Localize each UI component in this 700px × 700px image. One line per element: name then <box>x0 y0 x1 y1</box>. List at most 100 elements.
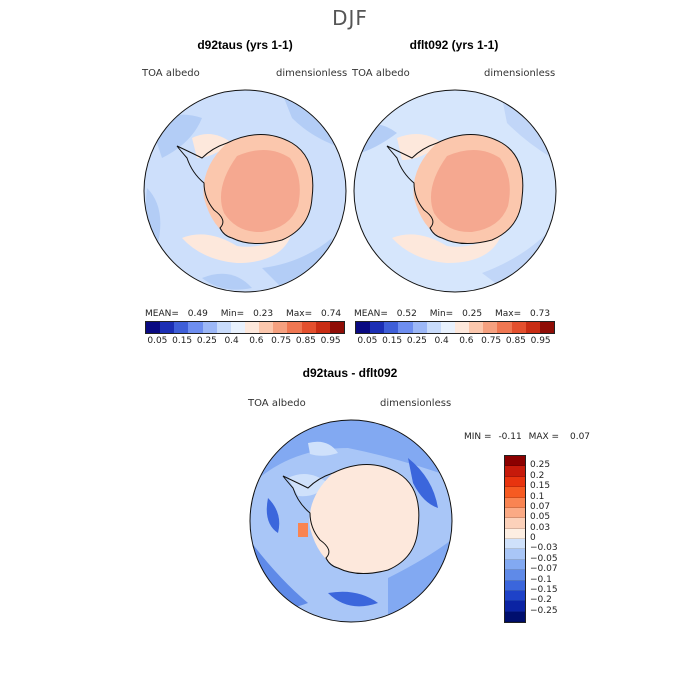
panel-right-units: dimensionless <box>484 68 556 79</box>
colorbar-tick-label: 0.05 <box>357 336 378 346</box>
colorbar-tick-label: 0.15 <box>530 481 551 492</box>
colorbar-right <box>355 321 555 334</box>
colorbar-tick-label: 0.6 <box>249 336 264 346</box>
colorbar-swatch <box>440 322 455 333</box>
colorbar-tick-label: 0.75 <box>481 336 502 346</box>
colorbar-swatch <box>370 322 385 333</box>
colorbar-diff-ticks: 0.25 0.2 0.15 0.1 0.07 0.05 0.03 0 −0.03 −0.05 −0.… <box>530 455 590 621</box>
colorbar-tick-label: 0.85 <box>295 336 316 346</box>
min-label: Min= <box>220 309 245 319</box>
colorbar-swatch <box>160 322 175 333</box>
max-label: MAX = <box>528 432 560 442</box>
colorbar-swatch <box>329 322 344 333</box>
colorbar-swatch <box>259 322 274 333</box>
colorbar-tick-label: −0.07 <box>530 564 558 575</box>
colorbar-tick-label: 0.75 <box>271 336 292 346</box>
colorbar-swatch <box>505 476 525 488</box>
colorbar-tick-label: 0.6 <box>459 336 474 346</box>
map-boundary <box>249 419 453 623</box>
colorbar-swatch <box>505 487 525 498</box>
mean-label: MEAN= <box>354 309 388 319</box>
colorbar-swatch <box>505 570 525 581</box>
colorbar-tick-label: 0.85 <box>505 336 526 346</box>
colorbar-swatch <box>505 466 525 477</box>
colorbar-swatch <box>505 590 525 602</box>
colorbar-tick-label: 0.4 <box>224 336 239 346</box>
colorbar-swatch <box>505 518 525 529</box>
colorbar-tick-label: 0.03 <box>530 522 551 533</box>
polar-map-right <box>353 89 557 293</box>
coastline <box>282 464 420 574</box>
colorbar-swatch <box>497 322 512 333</box>
colorbar-tick-label: 0.25 <box>530 460 551 471</box>
min-value: 0.25 <box>462 309 483 319</box>
colorbar-tick-label: 0.95 <box>320 336 341 346</box>
colorbar-swatch <box>426 322 441 333</box>
colorbar-swatch <box>469 322 484 333</box>
colorbar-swatch <box>412 322 427 333</box>
colorbar-swatch <box>356 322 371 333</box>
mean-value: 0.49 <box>187 309 208 319</box>
colorbar-swatch <box>539 322 554 333</box>
colorbar-tick-label: 0.2 <box>530 470 545 481</box>
colorbar-swatch <box>174 322 189 333</box>
sea-ice-zone <box>192 134 232 158</box>
colorbar-swatch <box>505 456 525 467</box>
diff-ocean-patch <box>408 458 438 508</box>
diff-panel-stats: MIN = -0.11 MAX = 0.07 <box>464 432 590 442</box>
figure-title: DJF <box>332 6 368 30</box>
map-boundary <box>353 89 557 293</box>
colorbar-left <box>145 321 345 334</box>
diff-ocean-patch <box>250 420 452 488</box>
colorbar-swatch <box>398 322 413 333</box>
panel-right-title: dflt092 (yrs 1-1) <box>409 38 499 52</box>
max-label: Max= <box>286 309 313 319</box>
max-value: 0.74 <box>321 309 342 319</box>
colorbar-swatch <box>244 322 260 333</box>
colorbar-swatch <box>505 497 525 508</box>
colorbar-tick-label: −0.2 <box>530 595 552 606</box>
colorbar-tick-label: 0.05 <box>147 336 168 346</box>
colorbar-tick-label: 0.15 <box>172 336 193 346</box>
panel-left-units: dimensionless <box>276 68 348 79</box>
colorbar-right-ticks: 0.05 0.15 0.25 0.4 0.6 0.75 0.85 0.95 <box>355 336 553 348</box>
ocean-patch <box>202 273 252 290</box>
polar-map-left <box>143 89 347 293</box>
colorbar-tick-label: 0.15 <box>382 336 403 346</box>
colorbar-diff <box>504 455 526 623</box>
max-label: Max= <box>495 309 522 319</box>
polar-map-diff <box>249 419 453 623</box>
colorbar-tick-label: −0.03 <box>530 543 558 554</box>
sea-ice-zone <box>397 134 442 160</box>
map-boundary <box>143 89 347 293</box>
colorbar-swatch <box>505 559 525 571</box>
diff-light-patch <box>308 441 338 456</box>
max-value: 0.07 <box>569 432 591 442</box>
colorbar-swatch <box>505 528 525 539</box>
diff-panel-units: dimensionless <box>380 398 452 409</box>
antarctica-inner <box>220 149 300 233</box>
colorbar-tick-label: 0.1 <box>530 491 545 502</box>
diff-positive-anomaly <box>298 523 308 537</box>
colorbar-swatch <box>188 322 203 333</box>
ocean-patch <box>262 238 332 288</box>
colorbar-swatch <box>483 322 498 333</box>
panel-left-title: d92taus (yrs 1-1) <box>197 38 293 52</box>
colorbar-swatch <box>273 322 288 333</box>
ocean-patch <box>282 93 342 148</box>
colorbar-tick-label: −0.1 <box>530 574 552 585</box>
colorbar-tick-label: 0.25 <box>406 336 427 346</box>
colorbar-swatch <box>505 507 525 519</box>
colorbar-swatch <box>202 322 217 333</box>
colorbar-swatch <box>287 322 302 333</box>
colorbar-swatch <box>230 322 245 333</box>
colorbar-tick-label: −0.15 <box>530 584 558 595</box>
colorbar-tick-label: −0.05 <box>530 553 558 564</box>
colorbar-swatch <box>216 322 231 333</box>
colorbar-left-ticks: 0.05 0.15 0.25 0.4 0.6 0.75 0.85 0.95 <box>145 336 343 348</box>
colorbar-swatch <box>301 322 316 333</box>
colorbar-swatch <box>315 322 330 333</box>
colorbar-swatch <box>384 322 399 333</box>
colorbar-swatch <box>505 601 525 612</box>
antarctica-inner <box>430 149 510 233</box>
